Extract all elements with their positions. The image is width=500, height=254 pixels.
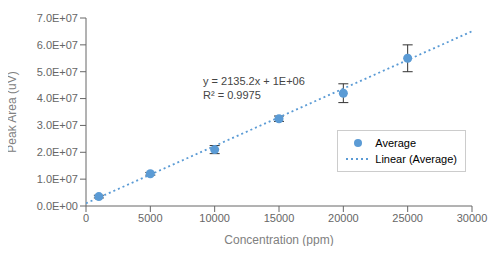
svg-text:3.0E+07: 3.0E+07: [37, 119, 78, 131]
svg-text:30000: 30000: [457, 212, 488, 224]
svg-text:6.0E+07: 6.0E+07: [37, 39, 78, 51]
html-text:Linear (Average): Linear (Average): [375, 153, 457, 165]
svg-text:4.0E+07: 4.0E+07: [37, 92, 78, 104]
svg-text:Concentration (ppm): Concentration (ppm): [224, 233, 333, 246]
svg-text:7.0E+07: 7.0E+07: [37, 12, 78, 24]
html-text:y = 2135.2x + 1E+06: y = 2135.2x + 1E+06: [203, 75, 305, 87]
svg-text:Peak Area (uV): Peak Area (uV): [8, 71, 19, 152]
svg-text:5.0E+07: 5.0E+07: [37, 66, 78, 78]
html-text:Average: Average: [375, 137, 416, 149]
svg-text:15000: 15000: [264, 212, 295, 224]
svg-text:0: 0: [83, 212, 89, 224]
html-text:R² = 0.9975: R² = 0.9975: [203, 89, 261, 101]
svg-text:25000: 25000: [392, 212, 423, 224]
svg-text:5000: 5000: [138, 212, 162, 224]
svg-text:1.0E+07: 1.0E+07: [37, 173, 78, 185]
svg-text:20000: 20000: [328, 212, 359, 224]
svg-text:10000: 10000: [199, 212, 230, 224]
svg-text:2.0E+07: 2.0E+07: [37, 146, 78, 158]
svg-text:0.0E+00: 0.0E+00: [37, 200, 78, 212]
